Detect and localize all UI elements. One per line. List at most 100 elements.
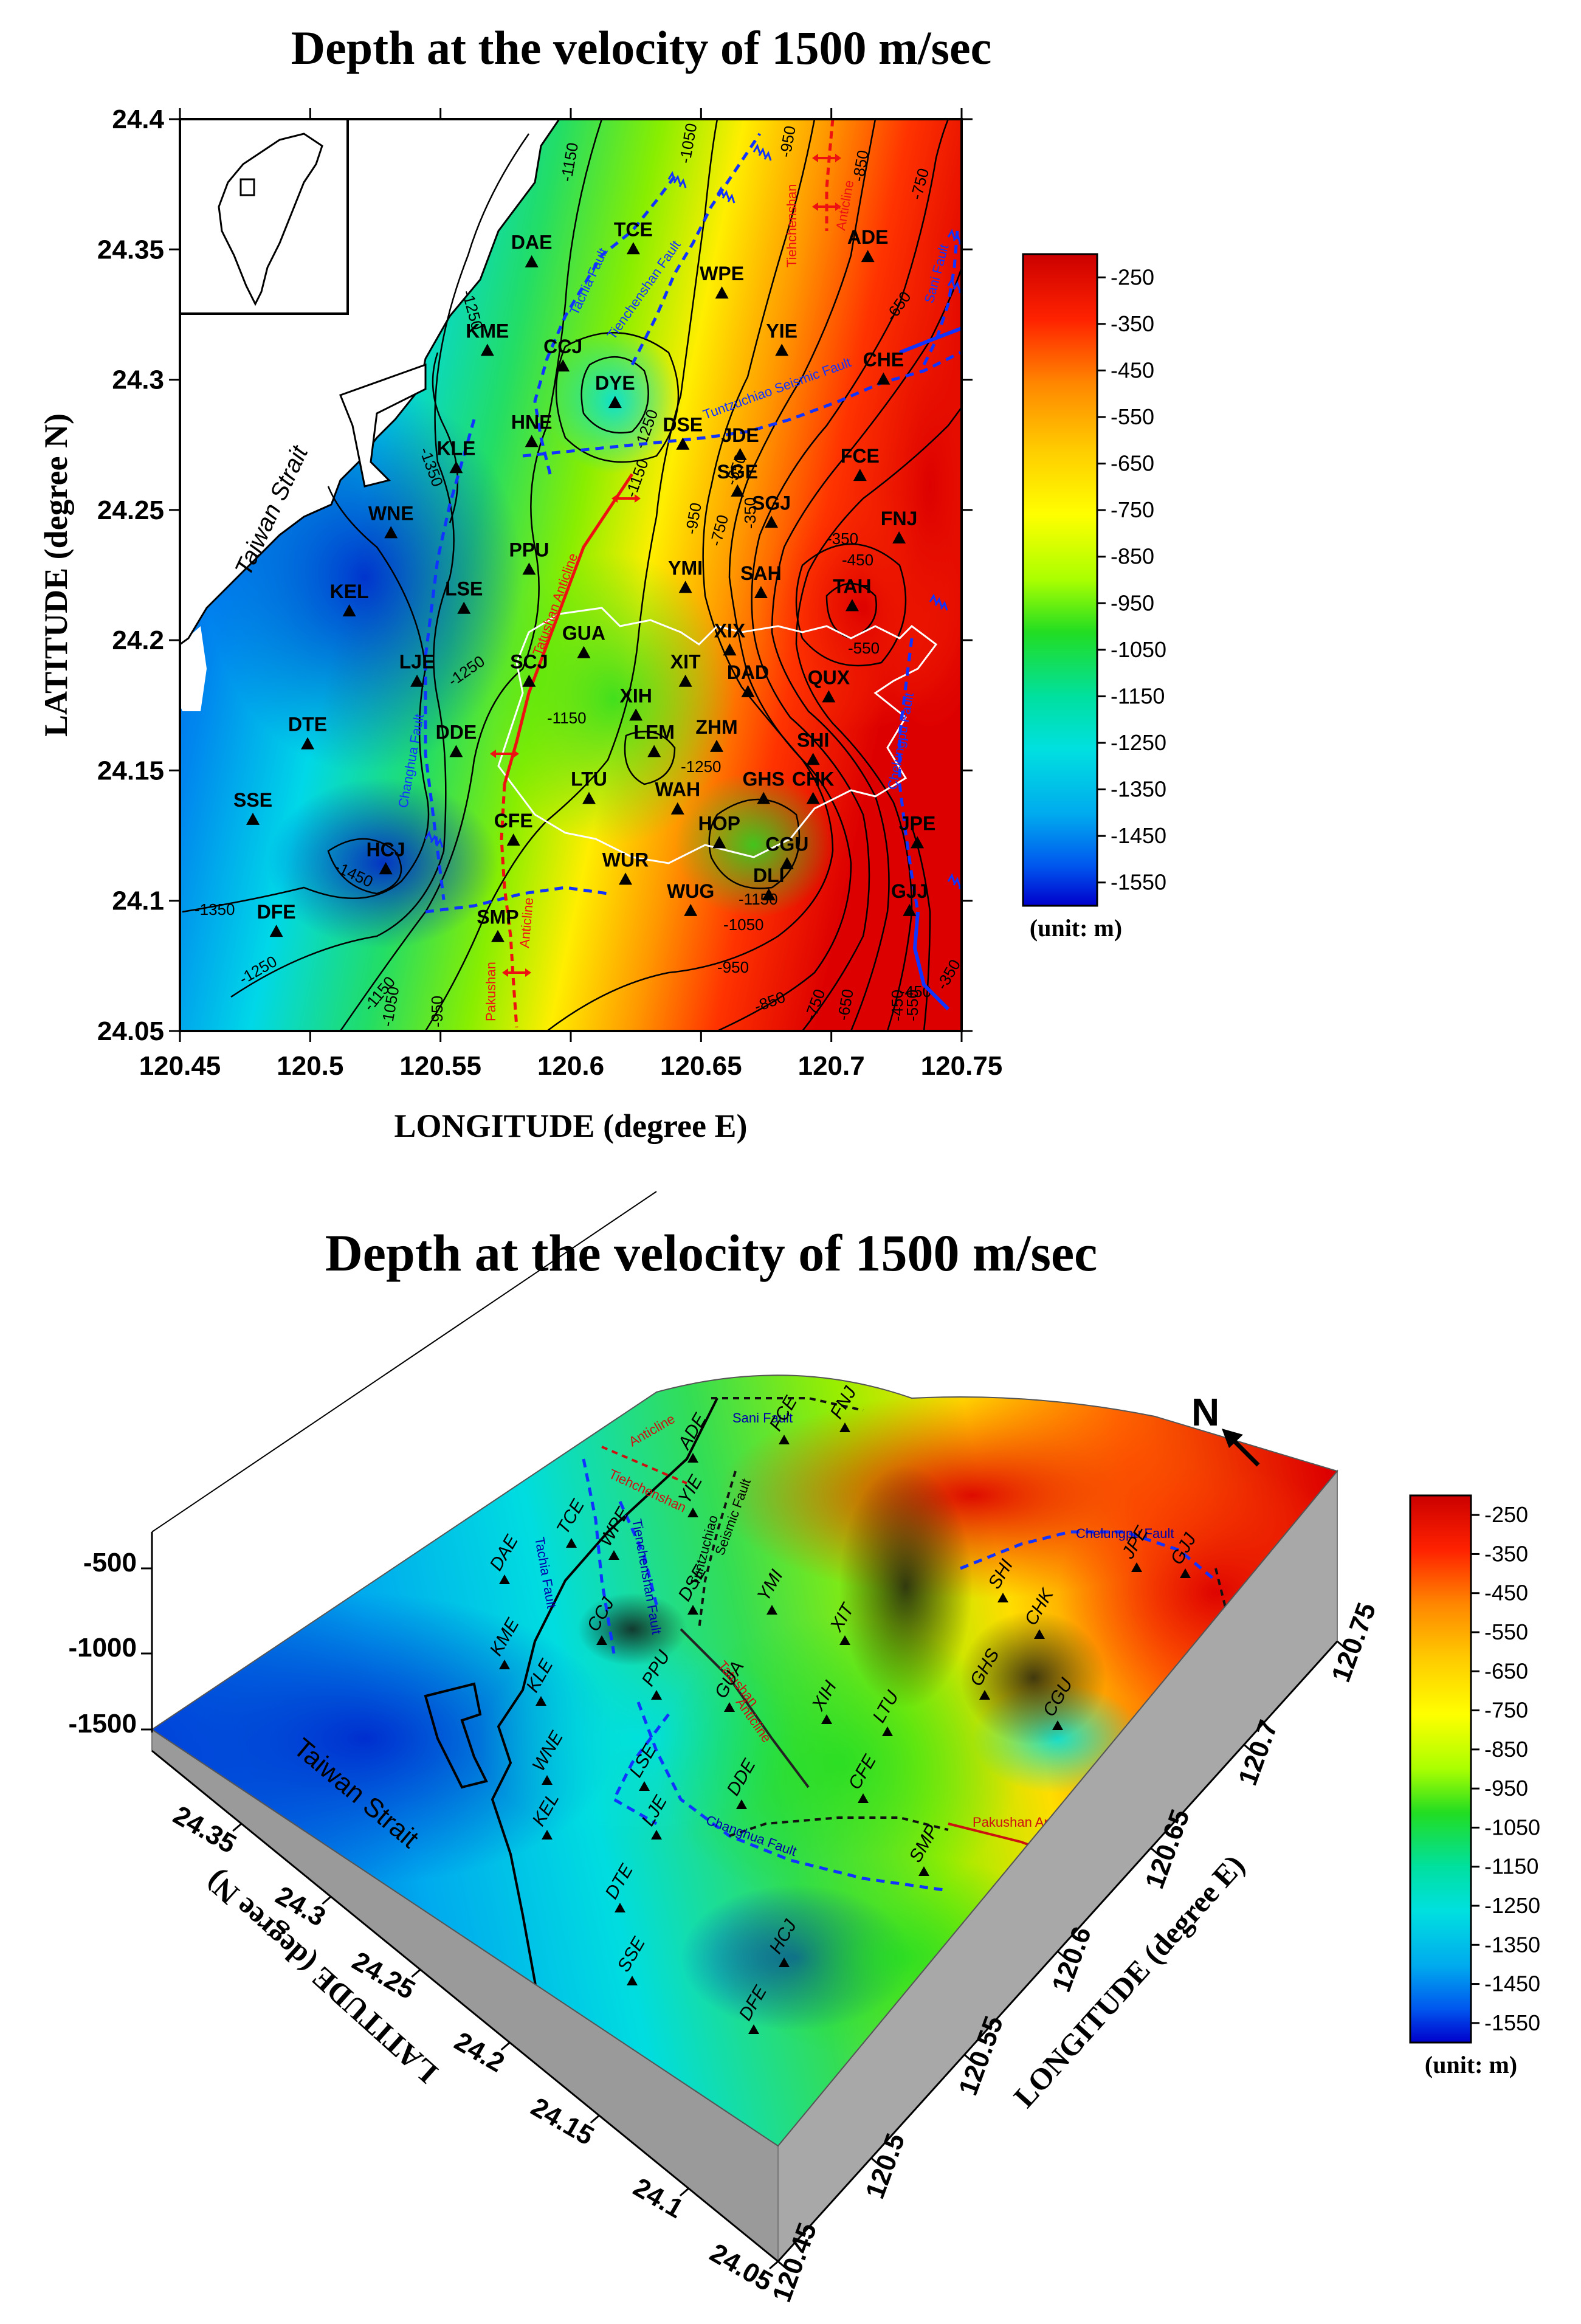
colorbar-tick-label: -650 (1111, 451, 1154, 476)
station-triangle-icon (710, 739, 724, 752)
station-label-fnj: FNJ (881, 508, 917, 529)
station-triangle-icon (522, 674, 536, 687)
contour-label-1150-b: -1150 (547, 709, 587, 727)
sani-fault-line (922, 230, 959, 366)
station-triangle-icon (342, 604, 356, 616)
station-label-lem: LEM (633, 721, 675, 743)
colorbar-tick-label: -1550 (1484, 2010, 1540, 2035)
top-y-tick-label: 24.35 (97, 235, 164, 264)
green-blob-hop (675, 772, 833, 918)
z-axis-top-line (151, 1191, 657, 1533)
station-triangle-icon (651, 1830, 662, 1840)
county-boundary (497, 607, 938, 864)
contour-label-550-c: -550 (848, 639, 880, 657)
bottom-lat-tick (232, 1822, 243, 1832)
sani-fault-solid (898, 326, 962, 354)
fault-barb-icon (424, 830, 433, 841)
contour-label-450-a: -450 (888, 990, 906, 1021)
colorbar-tick-label: -550 (1484, 1619, 1528, 1644)
surface-tuntzuchiao-fault (698, 1471, 737, 1630)
top-y-tick-label: 24.4 (112, 105, 164, 134)
surface-tatushan-anticline (680, 1628, 810, 1788)
station-label-cfe: CFE (494, 810, 533, 832)
colorbar-tick-label: -250 (1484, 1502, 1528, 1527)
station-triangle-icon (687, 1508, 698, 1517)
fault-barb-icon (716, 186, 725, 196)
north-arrow: N (1191, 1390, 1260, 1467)
station-label-chk: CHK (792, 768, 834, 790)
station-triangle-icon (608, 1550, 619, 1560)
station-label-lse: LSE (445, 578, 483, 600)
fault-barb-icon (940, 601, 948, 611)
surface-chelungpu-fault (960, 1530, 1217, 1582)
fault-barb-icon (430, 834, 438, 844)
chelungpu-fault-solid (912, 911, 950, 1011)
surface-tachia-fault (582, 1458, 616, 1654)
surface-tiehchenshan-anticline (601, 1446, 687, 1484)
station-triangle-icon (979, 1690, 990, 1700)
station-triangle-icon (499, 1660, 510, 1669)
station-triangle-icon (1034, 1629, 1045, 1639)
station-triangle-icon (449, 745, 463, 757)
contour-label-550-a: -550 (903, 990, 921, 1021)
colorbar-tick-label: -1350 (1111, 777, 1166, 802)
station-label-sse: SSE (233, 789, 272, 811)
fault-barb-icon (722, 190, 730, 200)
contour-1250 (230, 133, 530, 998)
inset-study-area (239, 178, 255, 196)
station-triangle-icon (639, 1781, 650, 1791)
station-triangle-icon (882, 1726, 893, 1736)
top-y-tick-label: 24.2 (112, 626, 164, 655)
station-label-ymi: YMI (668, 557, 703, 579)
surface-coastline (491, 1398, 718, 2128)
station-triangle-icon (724, 1702, 735, 1712)
fault-lines (424, 133, 962, 914)
contour-dye-outer (555, 332, 680, 463)
label-tiehchenshan: Tiehchenshan (784, 184, 799, 267)
top-map-title: Depth at the velocity of 1500 m/sec (291, 21, 991, 74)
station-triangle-icon (853, 469, 867, 481)
surface-sani-fault (711, 1397, 864, 1412)
colorbar-tick-label: -850 (1111, 544, 1154, 569)
station-label-dad: DAD (727, 661, 769, 683)
station-triangle-icon (457, 601, 471, 614)
station-triangle-icon (506, 833, 520, 846)
station-triangle-icon (687, 1453, 698, 1463)
colorbar-tick-label: -1050 (1111, 637, 1166, 662)
surface-label-sani-fault: Sani Fault (732, 1410, 793, 1426)
top-x-tick-label: 120.6 (537, 1051, 604, 1081)
station-triangle-icon (997, 1593, 1008, 1602)
bottom-lon-tick (777, 2260, 787, 2270)
colorbar-tick-label: -750 (1111, 497, 1154, 522)
colorbar-tick-label: -950 (1484, 1776, 1528, 1801)
anticline-arrowhead-icon (611, 494, 641, 503)
station-triangle-icon (615, 1903, 625, 1912)
station-triangle-icon (762, 888, 776, 901)
colorbar-tick-label: -350 (1111, 311, 1154, 336)
station-label-wug: WUG (667, 880, 714, 902)
station-triangle-icon (723, 643, 737, 656)
fault-barb-icon (947, 277, 956, 288)
station-triangle-icon (410, 674, 424, 687)
colorbar-tick-label: -950 (1111, 590, 1154, 615)
fault-barb-icon (435, 838, 444, 848)
colorbar-tick-label: -650 (1484, 1658, 1528, 1683)
taiwan-inset (179, 118, 349, 315)
station-triangle-icon (911, 836, 925, 849)
top-x-tick-label: 120.65 (660, 1051, 742, 1081)
station-triangle-icon (525, 435, 539, 447)
station-triangle-icon (566, 1538, 577, 1548)
anticline-arrowhead-icon (812, 202, 841, 211)
station-label-ade: ADE (847, 226, 889, 248)
bottom-lat-tick (500, 2041, 511, 2051)
station-triangle-icon (821, 1714, 832, 1724)
station-label-fce: FCE (841, 445, 880, 467)
surface-harbor (424, 1682, 488, 1789)
surface-tienchenshan-fault (618, 1500, 658, 1605)
surface-shadow-2 (960, 1611, 1106, 1745)
contour-label-950-b: -950 (428, 996, 446, 1027)
station-triangle-icon (780, 857, 794, 869)
fault-barb-icon (667, 171, 676, 181)
top-x-tick-label: 120.45 (139, 1051, 221, 1081)
station-triangle-icon (491, 929, 505, 942)
